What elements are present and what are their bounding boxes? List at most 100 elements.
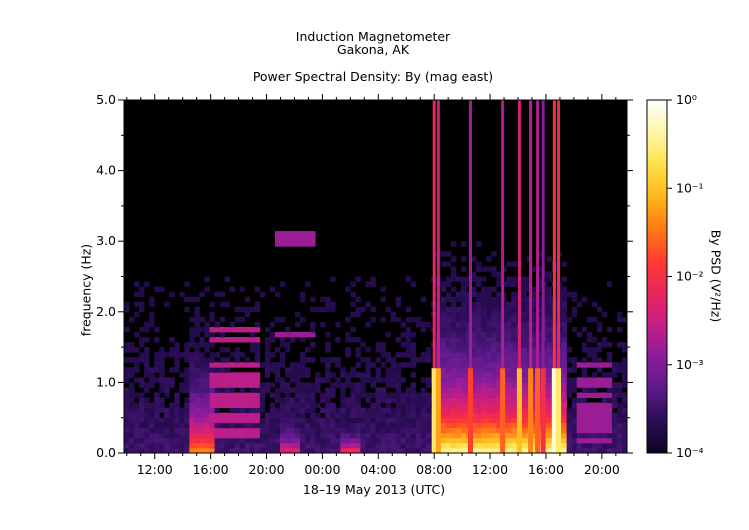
spectrogram-cell xyxy=(461,417,467,424)
spectrogram-cell xyxy=(395,442,402,449)
spectrogram-cell xyxy=(461,337,467,343)
spectrogram-cell xyxy=(345,407,351,414)
colorbar-tick-label: 10⁻² xyxy=(676,269,704,284)
spectrogram-cell xyxy=(506,347,512,353)
spectrogram-cell xyxy=(591,417,598,424)
spectrogram-cell xyxy=(330,357,336,363)
spectrogram-cell xyxy=(325,437,331,444)
spectrogram-cell xyxy=(455,276,462,282)
spectrogram-cell xyxy=(511,417,517,424)
spectrogram-cell xyxy=(621,342,628,348)
spectrogram-cell xyxy=(269,367,276,373)
spectrogram-cell xyxy=(511,382,517,388)
spectrogram-cell xyxy=(531,382,537,388)
spectrogram-cell xyxy=(370,442,376,449)
spectrogram-cell xyxy=(491,321,497,328)
spectrogram-cell xyxy=(461,442,467,449)
spectrogram-cell xyxy=(455,437,462,444)
spectrogram-cell xyxy=(325,447,331,454)
spectrogram-cell xyxy=(330,432,336,439)
spectrogram-cell xyxy=(425,382,432,388)
spectrogram-cell xyxy=(184,342,190,348)
spectrogram-cell xyxy=(219,397,225,403)
spectrogram-cell xyxy=(310,402,316,409)
spectrogram-cell xyxy=(365,301,371,308)
spectrogram-cell xyxy=(616,447,623,454)
spectrogram-cell xyxy=(164,412,170,419)
colorbar-cell xyxy=(647,340,667,346)
spectrogram-cell xyxy=(199,367,205,373)
colorbar-cell xyxy=(647,388,667,394)
spectrogram-cell xyxy=(481,407,487,414)
spectrogram-cell xyxy=(310,422,316,429)
spectrogram-cell xyxy=(209,337,215,343)
spectrogram-cell xyxy=(561,311,568,318)
spectrogram-cell xyxy=(531,316,537,323)
spectrogram-cell xyxy=(621,427,628,434)
spectrogram-cell xyxy=(445,311,452,318)
spectrogram-cell xyxy=(536,286,542,293)
spectrogram-cell xyxy=(350,311,356,318)
spectrogram-cell xyxy=(295,362,301,368)
spectrogram-cell xyxy=(189,337,195,343)
spectrogram-cell xyxy=(511,306,517,313)
spectrogram-cell xyxy=(400,352,407,358)
spectrogram-cell xyxy=(305,402,311,409)
spectrogram-cell xyxy=(581,437,588,444)
spectrogram-cell xyxy=(284,432,291,439)
spectrogram-cell xyxy=(375,357,381,363)
spectrogram-cell xyxy=(289,331,296,338)
spectrogram-cell xyxy=(244,372,251,378)
spectrogram-cell xyxy=(606,392,613,398)
spectrogram-cell xyxy=(486,362,492,368)
spectrogram-cell xyxy=(450,417,457,424)
spectrogram-cell xyxy=(164,301,170,308)
spectrogram-cell xyxy=(400,447,407,454)
spectrogram-cell xyxy=(521,367,527,373)
spectrogram-cell xyxy=(546,306,552,313)
spectrogram-cell xyxy=(395,301,402,308)
spectrogram-cell xyxy=(410,437,417,444)
spectrogram-cell xyxy=(601,402,608,409)
spectrogram-cell xyxy=(184,432,190,439)
spectrogram-cell xyxy=(405,276,412,282)
spectrogram-cell xyxy=(305,417,311,424)
spectrogram-cell xyxy=(254,437,261,444)
spectrogram-cell xyxy=(561,337,568,343)
spectrogram-cell xyxy=(204,372,210,378)
spectrogram-cell xyxy=(511,362,517,368)
spectrogram-cell xyxy=(124,427,130,434)
spectrogram-cell xyxy=(450,306,457,313)
spectrogram-cell xyxy=(471,432,477,439)
spectrogram-cell xyxy=(279,447,286,454)
spectrogram-cell xyxy=(611,367,618,373)
spectrogram-cell xyxy=(244,417,251,424)
spectrogram-cell xyxy=(295,387,301,393)
spectrogram-cell xyxy=(249,331,256,338)
spectrogram-cell xyxy=(461,296,467,303)
spectrogram-cell xyxy=(204,397,210,403)
spectrogram-cell xyxy=(415,447,422,454)
spectrogram-cell xyxy=(224,301,231,308)
spectrogram-cell xyxy=(204,417,210,424)
spectrogram-cell xyxy=(264,447,271,454)
spectrogram-cell xyxy=(561,437,568,444)
spectrogram-cell xyxy=(224,367,231,373)
spectrogram-cell xyxy=(284,392,291,398)
spectrogram-cell xyxy=(194,296,200,303)
spectrogram-cell xyxy=(491,306,497,313)
spectrogram-cell xyxy=(295,367,301,373)
spectrogram-cell xyxy=(335,447,341,454)
spectrogram-cell xyxy=(521,382,527,388)
spectrogram-cell xyxy=(365,372,371,378)
spectrogram-cell xyxy=(254,321,261,328)
spectrogram-cell xyxy=(491,372,497,378)
spectrogram-cell xyxy=(194,422,200,429)
spectrogram-cell xyxy=(395,437,402,444)
spectrogram-cell xyxy=(234,337,241,343)
spectrogram-cell xyxy=(395,382,402,388)
spectrogram-cell xyxy=(129,367,135,373)
spectrogram-cell xyxy=(365,417,371,424)
spectrogram-cell xyxy=(616,407,623,414)
spectrogram-cell xyxy=(274,291,281,298)
